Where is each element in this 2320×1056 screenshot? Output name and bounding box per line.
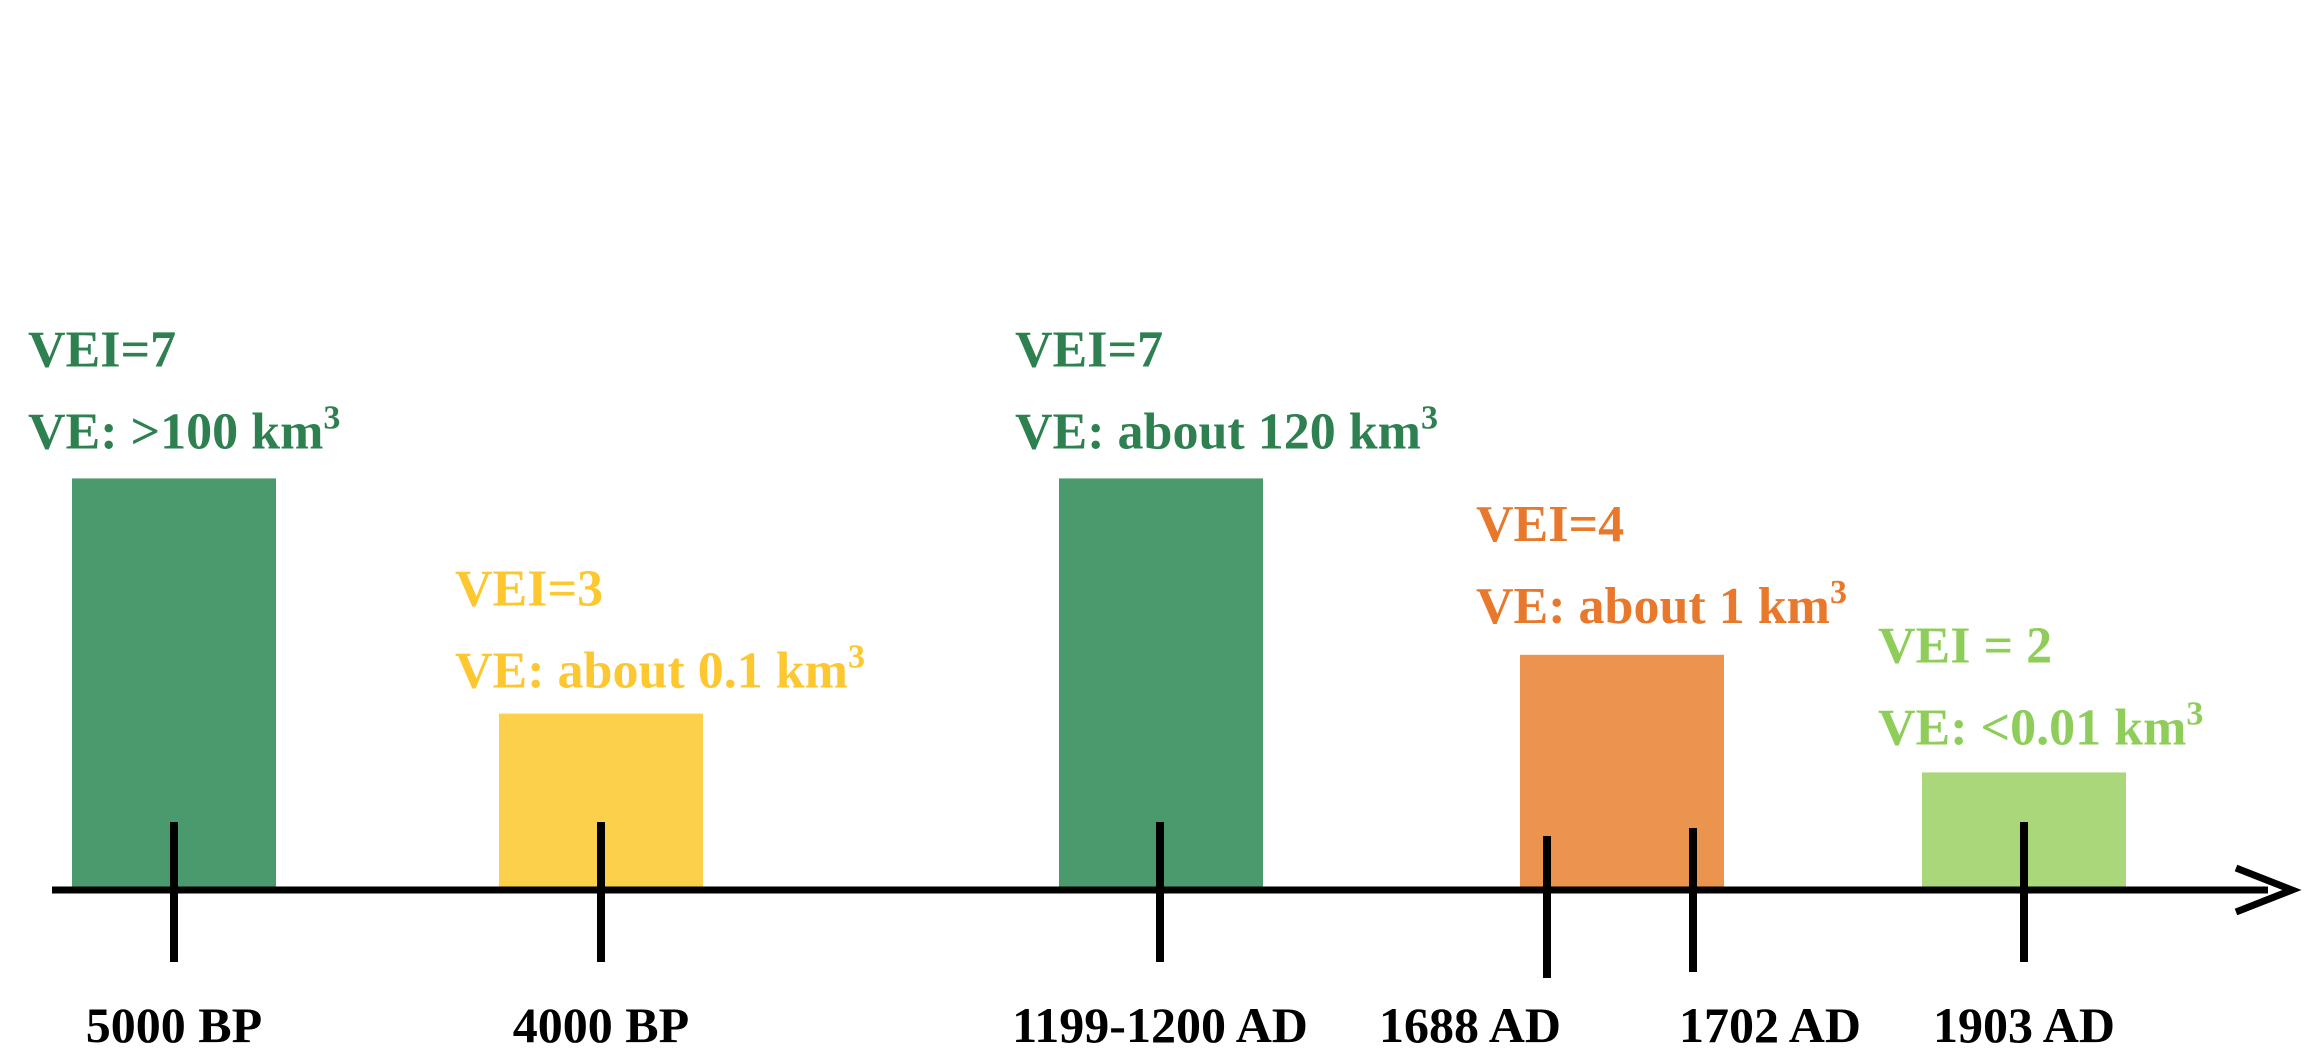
bar-1199-1200ad <box>1059 478 1263 890</box>
tick-label: 1903 AD <box>1933 997 2115 1053</box>
vei-label: VEI = 2 <box>1878 617 2052 674</box>
vei-label: VEI=7 <box>28 321 176 378</box>
tick-label: 5000 BP <box>86 997 262 1053</box>
tick-label: 1199-1200 AD <box>1012 997 1308 1053</box>
tick-label: 4000 BP <box>513 997 689 1053</box>
tick-label: 1688 AD <box>1379 997 1561 1053</box>
ve-label: VE: <0.01 km3 <box>1878 695 2203 756</box>
ve-label: VE: about 120 km3 <box>1015 399 1438 460</box>
bar-labels-layer: VEI=7 VE: >100 km3 VEI=3 VE: about 0.1 km3 V… <box>28 321 2203 756</box>
vei-label: VEI=4 <box>1476 496 1624 553</box>
axis-arrow-icon <box>2234 864 2302 916</box>
timeline-ticks: 5000 BP 4000 BP 1199-1200 AD 1688 AD 1702 AD… <box>86 822 2115 1053</box>
tick-label: 1702 AD <box>1679 997 1861 1053</box>
ve-label: VE: about 1 km3 <box>1476 574 1847 635</box>
bars-layer <box>72 478 2126 890</box>
ve-label: VE: about 0.1 km3 <box>455 639 865 700</box>
ve-label: VE: >100 km3 <box>28 399 340 460</box>
bar-5000bp <box>72 478 276 890</box>
vei-label: VEI=3 <box>455 561 603 618</box>
vei-label: VEI=7 <box>1015 321 1163 378</box>
